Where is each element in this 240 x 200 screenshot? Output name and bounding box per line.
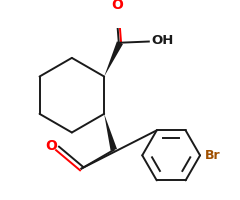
Polygon shape bbox=[104, 114, 117, 151]
Text: OH: OH bbox=[151, 34, 174, 47]
Polygon shape bbox=[104, 41, 123, 77]
Text: O: O bbox=[46, 139, 57, 153]
Text: O: O bbox=[112, 0, 123, 12]
Text: Br: Br bbox=[205, 149, 221, 162]
